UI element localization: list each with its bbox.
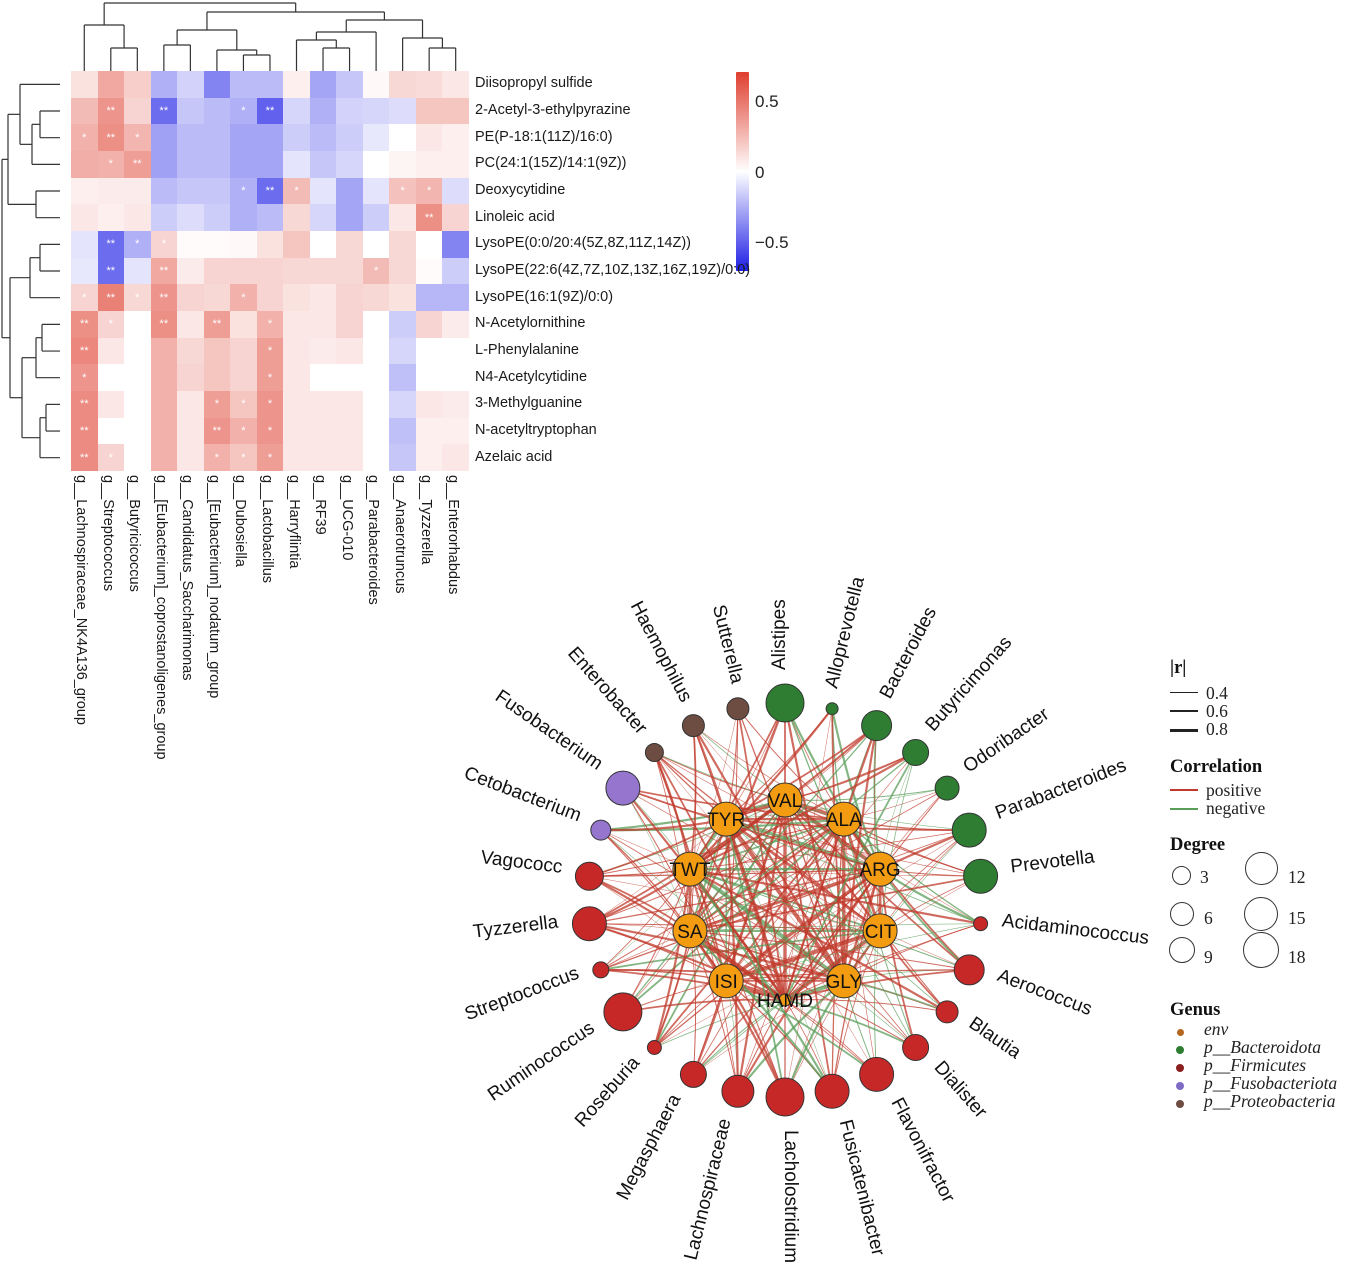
svg-text:Cetobacterium: Cetobacterium bbox=[461, 763, 584, 827]
svg-text:GLY: GLY bbox=[825, 972, 862, 993]
svg-text:Prevotella: Prevotella bbox=[1009, 846, 1096, 877]
svg-text:Sutterella: Sutterella bbox=[708, 603, 748, 686]
svg-text:Bacteroides: Bacteroides bbox=[876, 604, 941, 703]
svg-text:Tyzzerella: Tyzzerella bbox=[472, 912, 560, 943]
svg-text:CIT: CIT bbox=[865, 922, 896, 943]
svg-text:HAMD: HAMD bbox=[757, 991, 813, 1012]
svg-text:Dialister: Dialister bbox=[930, 1057, 992, 1123]
svg-text:Aerococcus: Aerococcus bbox=[995, 965, 1095, 1020]
svg-text:TYR: TYR bbox=[707, 810, 745, 831]
svg-text:VAL: VAL bbox=[768, 791, 803, 812]
svg-text:ALA: ALA bbox=[826, 810, 862, 831]
svg-text:Fusobacterium: Fusobacterium bbox=[491, 686, 606, 775]
svg-text:Roseburia: Roseburia bbox=[571, 1052, 644, 1131]
svg-text:Enterobacter: Enterobacter bbox=[563, 643, 651, 739]
svg-text:ISI: ISI bbox=[715, 972, 738, 993]
svg-text:Haemophilus: Haemophilus bbox=[626, 598, 696, 706]
svg-text:Fusicatenibacter: Fusicatenibacter bbox=[835, 1118, 889, 1259]
svg-text:Ruminococcus: Ruminococcus bbox=[484, 1018, 598, 1106]
svg-text:Alistipes: Alistipes bbox=[769, 599, 790, 670]
svg-text:Odoribacter: Odoribacter bbox=[959, 703, 1053, 777]
svg-text:Megasphaera: Megasphaera bbox=[613, 1090, 686, 1203]
svg-text:Flavonifractor: Flavonifractor bbox=[887, 1094, 959, 1206]
svg-text:Alloprevotella: Alloprevotella bbox=[821, 574, 869, 690]
svg-text:SA: SA bbox=[677, 922, 703, 943]
svg-text:ARG: ARG bbox=[860, 860, 901, 881]
svg-text:Butyricimonas: Butyricimonas bbox=[922, 632, 1017, 735]
svg-text:Streptococcus: Streptococcus bbox=[462, 963, 582, 1025]
svg-text:Blautia: Blautia bbox=[965, 1013, 1025, 1064]
svg-text:Lacholostridium: Lacholostridium bbox=[780, 1130, 801, 1263]
svg-text:Lachnospiraceae: Lachnospiraceae bbox=[681, 1117, 736, 1263]
svg-text:Vagococc: Vagococc bbox=[480, 847, 564, 878]
svg-text:TWT: TWT bbox=[669, 860, 711, 881]
svg-text:Parabacteroides: Parabacteroides bbox=[993, 755, 1130, 824]
svg-text:Acidaminococcus: Acidaminococcus bbox=[1001, 910, 1150, 949]
